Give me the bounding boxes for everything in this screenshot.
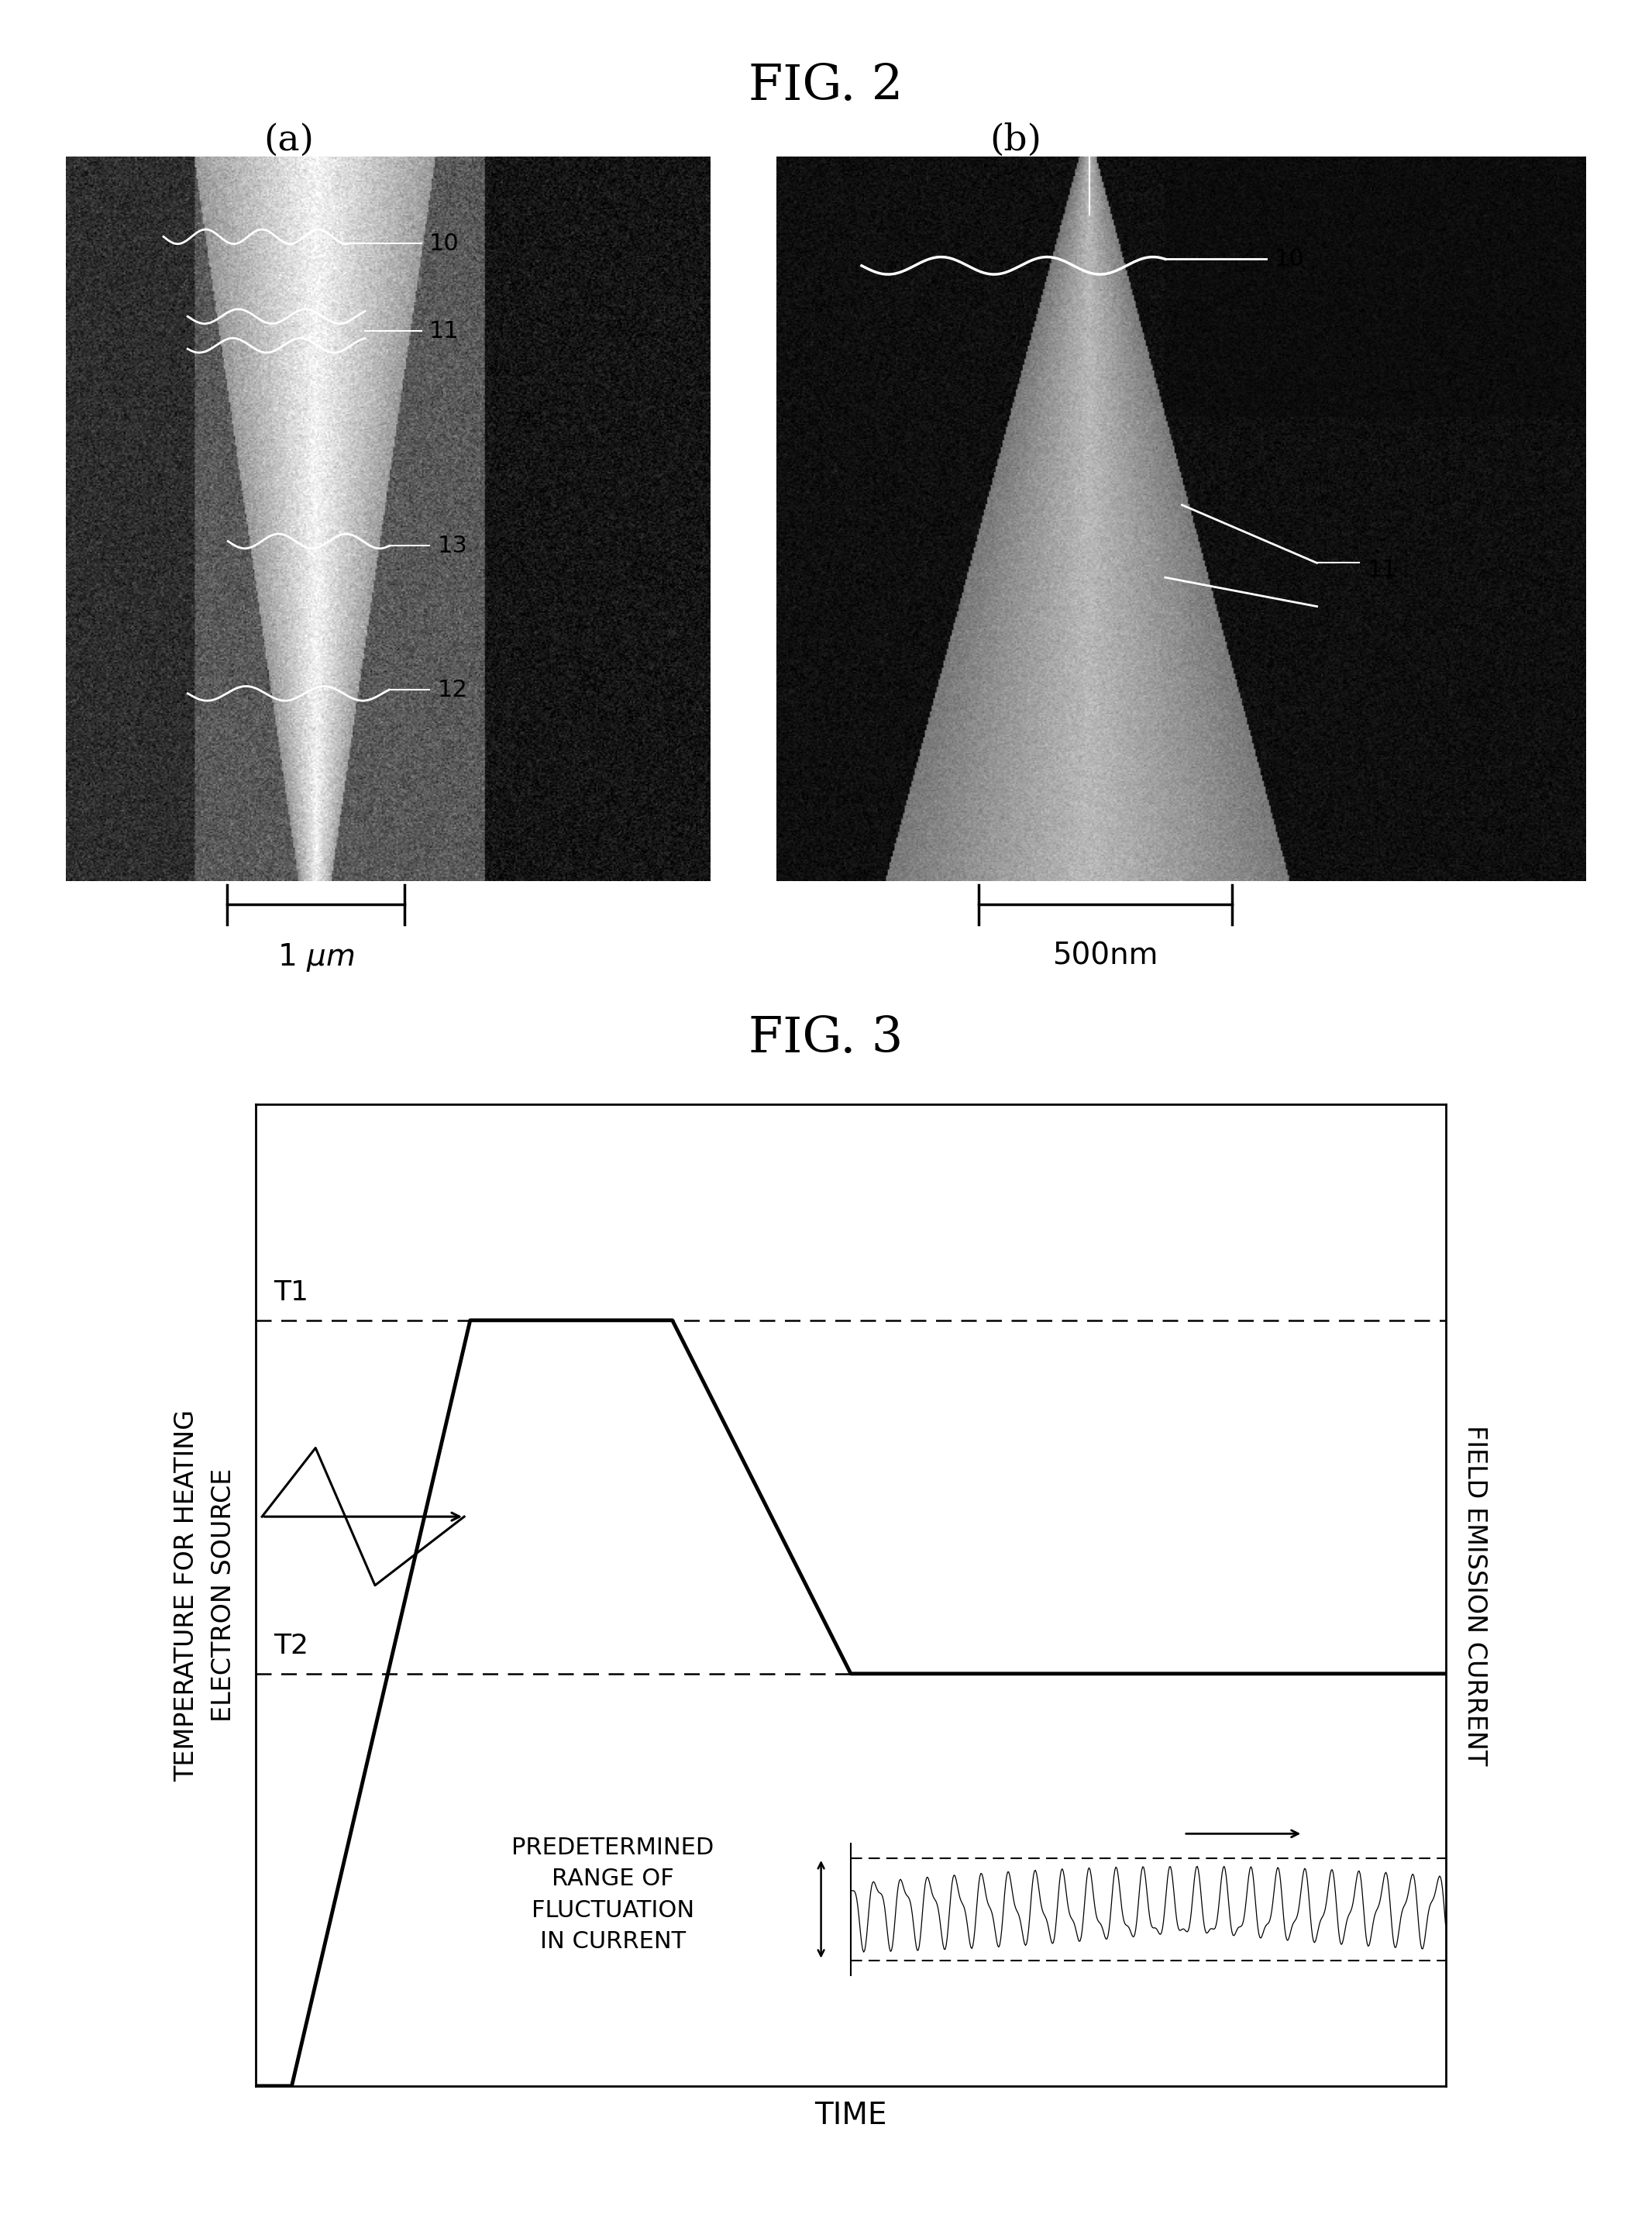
Text: FIG. 2: FIG. 2 xyxy=(748,62,904,109)
Text: T1: T1 xyxy=(274,1278,309,1305)
Text: T2: T2 xyxy=(274,1633,309,1660)
Text: 11: 11 xyxy=(430,319,459,341)
Text: PREDETERMINED
RANGE OF
FLUCTUATION
IN CURRENT: PREDETERMINED RANGE OF FLUCTUATION IN CU… xyxy=(512,1836,714,1952)
X-axis label: TIME: TIME xyxy=(814,2102,887,2131)
Text: 12: 12 xyxy=(438,678,468,701)
Text: 10: 10 xyxy=(1275,248,1305,270)
Text: 13: 13 xyxy=(438,535,468,558)
Text: $1\ \mu m$: $1\ \mu m$ xyxy=(278,941,354,973)
Text: FIG. 3: FIG. 3 xyxy=(748,1015,904,1062)
Text: 10: 10 xyxy=(430,232,459,254)
Text: FIELD EMISSION CURRENT: FIELD EMISSION CURRENT xyxy=(1462,1426,1488,1765)
Text: 11: 11 xyxy=(1368,560,1398,582)
Text: (a): (a) xyxy=(264,123,314,158)
Text: (b): (b) xyxy=(990,123,1042,158)
Y-axis label: TEMPERATURE FOR HEATING
ELECTRON SOURCE: TEMPERATURE FOR HEATING ELECTRON SOURCE xyxy=(173,1410,236,1780)
Text: 500nm: 500nm xyxy=(1052,941,1158,970)
